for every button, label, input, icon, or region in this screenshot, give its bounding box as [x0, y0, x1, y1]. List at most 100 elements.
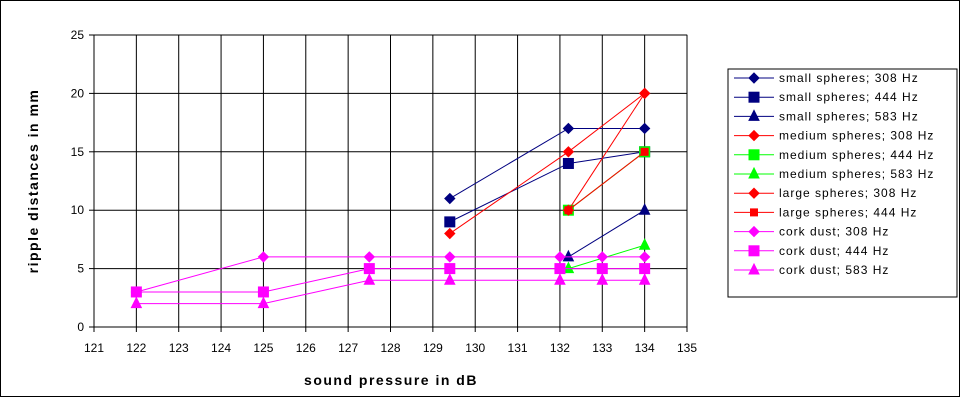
legend-label: small spheres; 444 Hz [779, 90, 919, 104]
legend-label: medium spheres; 583 Hz [779, 167, 934, 181]
series-10 [130, 273, 651, 309]
legend-label: cork dust; 583 Hz [779, 263, 889, 277]
legend-entry: cork dust; 308 Hz [734, 225, 889, 239]
legend-entry: large spheres; 444 Hz [734, 205, 917, 219]
legend-entry: medium spheres; 444 Hz [734, 148, 934, 162]
legend-marker [748, 149, 760, 161]
data-point-diamond [638, 87, 651, 100]
data-point-triangle [554, 273, 566, 285]
x-axis-title: sound pressure in dB [304, 372, 478, 388]
legend-entry: cork dust; 444 Hz [734, 244, 889, 258]
x-tick-label: 134 [635, 341, 655, 355]
x-tick-label: 124 [211, 341, 231, 355]
data-point-diamond [562, 122, 575, 135]
data-point-square [130, 286, 142, 298]
y-tick-label: 0 [77, 320, 84, 334]
x-tick-label: 132 [550, 341, 570, 355]
data-point-square [596, 263, 608, 275]
series-layer [130, 87, 651, 309]
legend-entry: medium spheres; 583 Hz [734, 166, 934, 181]
x-tick-label: 130 [465, 341, 485, 355]
data-point-diamond [554, 251, 566, 263]
x-tick-label: 123 [169, 341, 189, 355]
data-point-triangle [562, 261, 575, 274]
legend-label: cork dust; 444 Hz [779, 244, 889, 258]
tick-labels: 0 5 10 15 20 25 121 122 123 124 125 126 127 128 129 130… [71, 28, 698, 355]
legend-entry: medium spheres; 308 Hz [734, 129, 934, 143]
legend-marker [748, 245, 760, 257]
data-point-triangle [638, 203, 651, 215]
data-point-square [444, 216, 456, 228]
y-tick-label: 10 [71, 203, 85, 217]
series-line [568, 209, 645, 258]
x-tick-label: 128 [380, 341, 400, 355]
legend-label: medium spheres; 444 Hz [779, 148, 934, 162]
series-line [567, 93, 646, 211]
data-point-triangle [130, 296, 143, 309]
data-point-diamond [363, 251, 376, 263]
data-point-triangle [363, 273, 376, 285]
legend-label: medium spheres; 308 Hz [779, 129, 934, 143]
legend-label: small spheres; 308 Hz [779, 71, 919, 85]
legend-marker [748, 166, 760, 179]
legend-label: large spheres; 308 Hz [779, 186, 917, 200]
data-point-triangle [638, 238, 651, 250]
legend-label: large spheres; 444 Hz [779, 205, 917, 219]
data-point-diamond [444, 227, 456, 240]
data-point-triangle [257, 296, 270, 309]
y-tick-label: 5 [77, 262, 84, 276]
y-tick-label: 20 [71, 86, 85, 100]
data-point-smallsquare [640, 147, 649, 156]
data-point-square [257, 286, 269, 298]
legend-label: small spheres; 583 Hz [779, 109, 919, 123]
data-point-diamond [638, 122, 651, 135]
data-point-square [363, 263, 375, 275]
series-7 [564, 147, 649, 215]
data-point-square [562, 157, 574, 169]
series-2 [562, 203, 651, 262]
legend-marker [748, 72, 760, 84]
data-point-diamond [638, 251, 651, 263]
y-axis-title: ripple distances in mm [25, 89, 41, 274]
data-point-triangle [638, 273, 651, 285]
legend: small spheres; 308 Hz small spheres; 444 … [734, 71, 934, 277]
y-tick-label: 25 [71, 28, 85, 42]
data-point-triangle [596, 273, 609, 285]
legend-entry: small spheres; 583 Hz [734, 109, 919, 123]
legend-marker [748, 91, 760, 103]
legend-entry: small spheres; 308 Hz [734, 71, 919, 85]
grid-lines [89, 34, 688, 332]
x-tick-label: 121 [84, 341, 104, 355]
legend-marker [750, 208, 758, 217]
data-point-diamond [444, 251, 456, 263]
legend-label: cork dust; 308 Hz [779, 225, 889, 239]
legend-entry: large spheres; 308 Hz [734, 186, 917, 200]
data-point-smallsquare [564, 206, 573, 215]
legend-entry: cork dust; 583 Hz [734, 262, 889, 277]
x-tick-label: 133 [592, 341, 612, 355]
data-point-diamond [257, 251, 270, 263]
legend-marker [748, 129, 760, 142]
x-tick-label: 129 [423, 341, 443, 355]
legend-marker [748, 109, 760, 121]
legend-entry: small spheres; 444 Hz [734, 90, 919, 104]
data-point-diamond [444, 192, 456, 205]
data-point-diamond [596, 251, 608, 263]
x-tick-label: 127 [338, 341, 358, 355]
legend-marker [748, 187, 760, 199]
x-tick-label: 126 [296, 341, 316, 355]
legend-box [727, 68, 958, 298]
data-point-triangle [443, 273, 456, 285]
data-point-square [639, 263, 651, 275]
data-point-square [444, 263, 456, 275]
series-0 [444, 122, 651, 205]
x-tick-label: 135 [677, 341, 697, 355]
x-tick-label: 125 [253, 341, 273, 355]
data-point-triangle [562, 249, 575, 262]
series-line [568, 151, 645, 211]
legend-marker [748, 262, 760, 275]
data-point-diamond [562, 146, 575, 158]
x-tick-label: 122 [126, 341, 146, 355]
